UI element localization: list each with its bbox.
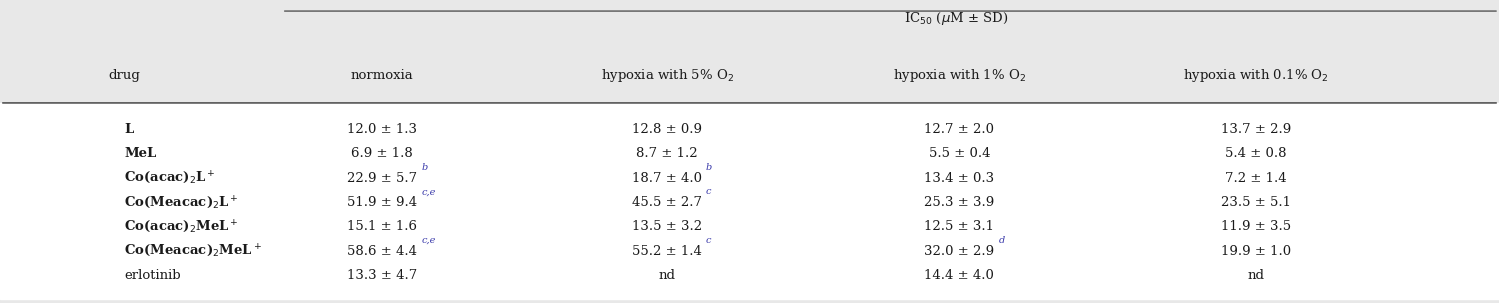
Text: b: b — [421, 163, 427, 172]
Text: 6.9 ± 1.8: 6.9 ± 1.8 — [351, 147, 414, 160]
Text: 15.1 ± 1.6: 15.1 ± 1.6 — [348, 220, 417, 233]
Text: nd: nd — [1247, 269, 1265, 282]
Text: nd: nd — [658, 269, 676, 282]
Text: c,e: c,e — [421, 187, 436, 196]
Bar — [0, 103, 1499, 299]
Text: 13.5 ± 3.2: 13.5 ± 3.2 — [633, 220, 702, 233]
Text: d: d — [998, 236, 1004, 245]
Text: 25.3 ± 3.9: 25.3 ± 3.9 — [925, 196, 994, 209]
Text: 13.3 ± 4.7: 13.3 ± 4.7 — [348, 269, 417, 282]
Text: 58.6 ± 4.4: 58.6 ± 4.4 — [348, 245, 417, 258]
Text: 23.5 ± 5.1: 23.5 ± 5.1 — [1222, 196, 1291, 209]
Text: 51.9 ± 9.4: 51.9 ± 9.4 — [348, 196, 417, 209]
Text: normoxia: normoxia — [351, 69, 414, 82]
Text: IC$_{50}$ ($\mu$M $\pm$ SD): IC$_{50}$ ($\mu$M $\pm$ SD) — [904, 10, 1009, 27]
Text: Co(Meacac)$_2$MeL$^+$: Co(Meacac)$_2$MeL$^+$ — [124, 243, 262, 259]
Text: 45.5 ± 2.7: 45.5 ± 2.7 — [633, 196, 702, 209]
Text: c: c — [706, 236, 712, 245]
Text: 13.4 ± 0.3: 13.4 ± 0.3 — [925, 172, 994, 185]
Text: Co(acac)$_2$L$^+$: Co(acac)$_2$L$^+$ — [124, 170, 216, 186]
Text: 13.7 ± 2.9: 13.7 ± 2.9 — [1222, 123, 1291, 136]
Text: hypoxia with 1% O$_2$: hypoxia with 1% O$_2$ — [893, 67, 1025, 84]
Text: MeL: MeL — [124, 147, 157, 160]
Text: Co(acac)$_2$MeL$^+$: Co(acac)$_2$MeL$^+$ — [124, 219, 240, 235]
Text: 32.0 ± 2.9: 32.0 ± 2.9 — [925, 245, 994, 258]
Text: 14.4 ± 4.0: 14.4 ± 4.0 — [925, 269, 994, 282]
Text: 5.4 ± 0.8: 5.4 ± 0.8 — [1225, 147, 1288, 160]
Text: 11.9 ± 3.5: 11.9 ± 3.5 — [1222, 220, 1291, 233]
Text: c: c — [706, 187, 712, 196]
Text: b: b — [706, 163, 712, 172]
Text: L: L — [124, 123, 133, 136]
Text: 19.9 ± 1.0: 19.9 ± 1.0 — [1222, 245, 1291, 258]
Text: 8.7 ± 1.2: 8.7 ± 1.2 — [636, 147, 699, 160]
Text: 5.5 ± 0.4: 5.5 ± 0.4 — [928, 147, 991, 160]
Text: 22.9 ± 5.7: 22.9 ± 5.7 — [348, 172, 417, 185]
Text: 12.8 ± 0.9: 12.8 ± 0.9 — [633, 123, 702, 136]
Text: drug: drug — [108, 69, 141, 82]
Text: hypoxia with 5% O$_2$: hypoxia with 5% O$_2$ — [601, 67, 733, 84]
Text: 12.0 ± 1.3: 12.0 ± 1.3 — [348, 123, 417, 136]
Text: 18.7 ± 4.0: 18.7 ± 4.0 — [633, 172, 702, 185]
Text: 55.2 ± 1.4: 55.2 ± 1.4 — [633, 245, 702, 258]
Text: Co(Meacac)$_2$L$^+$: Co(Meacac)$_2$L$^+$ — [124, 194, 240, 211]
Text: 12.7 ± 2.0: 12.7 ± 2.0 — [925, 123, 994, 136]
Text: c,e: c,e — [421, 236, 436, 245]
Text: 12.5 ± 3.1: 12.5 ± 3.1 — [925, 220, 994, 233]
Text: erlotinib: erlotinib — [124, 269, 181, 282]
Text: 7.2 ± 1.4: 7.2 ± 1.4 — [1225, 172, 1288, 185]
Text: hypoxia with 0.1% O$_2$: hypoxia with 0.1% O$_2$ — [1183, 67, 1330, 84]
